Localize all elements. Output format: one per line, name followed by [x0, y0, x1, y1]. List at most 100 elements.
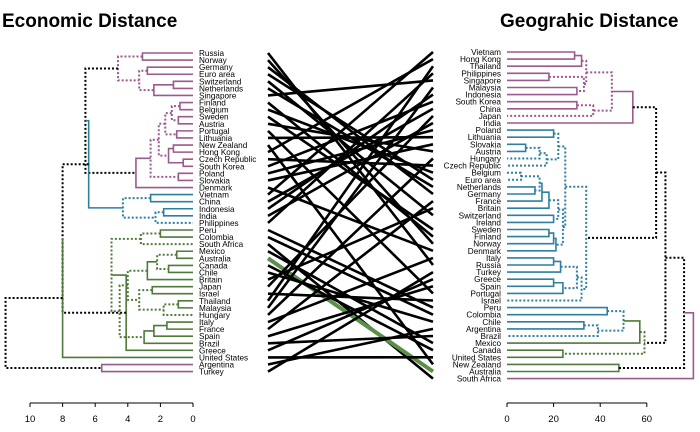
left-merge-branch	[154, 211, 193, 224]
right-merge-branch	[507, 72, 550, 82]
right-leaf-label: United States	[452, 353, 501, 362]
left-leaf-label: Germany	[199, 63, 234, 72]
right-leaf-label: Lithuania	[468, 133, 502, 142]
right-leaf-label: Netherlands	[457, 183, 501, 192]
right-merge-branch	[507, 349, 564, 359]
left-merge-branch	[177, 172, 193, 182]
right-leaf-label: Russia	[476, 261, 501, 270]
left-merge-branch	[170, 105, 180, 122]
left-merge-branch	[85, 119, 123, 209]
right-merge-branch	[507, 143, 527, 153]
right-leaf-label: Philippines	[461, 69, 501, 78]
right-merge-branch	[507, 54, 583, 67]
right-leaf-label: Italy	[486, 254, 502, 263]
right-merge-branch	[507, 276, 583, 302]
right-leaf-label: South Korea	[455, 98, 501, 107]
left-leaf-label: Indonesia	[199, 205, 235, 214]
right-merge-branch	[507, 104, 595, 117]
right-merge-branch	[548, 75, 585, 93]
right-merge-branch	[586, 106, 658, 239]
left-merge-branch	[175, 250, 193, 260]
right-leaf-label: Israel	[481, 297, 501, 306]
right-merge-branch	[507, 363, 620, 373]
left-leaf-label: Colombia	[199, 233, 234, 242]
left-merge-branch	[143, 330, 193, 345]
left-merge-branch	[151, 285, 193, 295]
left-merge-branch	[4, 296, 102, 370]
right-merge-branch	[507, 278, 555, 288]
left-merge-branch	[138, 289, 164, 311]
left-merge-branch	[175, 130, 193, 139]
connector-line	[267, 235, 434, 316]
left-merge-branch	[182, 158, 193, 168]
right-merge-branch	[507, 321, 585, 330]
left-dendrogram	[4, 52, 193, 373]
left-merge-branch	[167, 264, 193, 274]
connector-line	[267, 285, 434, 338]
right-leaf-label: Chile	[482, 318, 501, 327]
right-leaf-label: Argentina	[466, 325, 501, 334]
right-leaf-label: Denmark	[468, 247, 502, 256]
right-leaf-label: Ireland	[476, 218, 501, 227]
left-axis-tick-label: 6	[93, 414, 98, 425]
left-leaf-label: Greece	[199, 346, 226, 355]
right-leaf-label: Japan	[479, 112, 502, 121]
right-axis: 0 20 40 60	[504, 402, 652, 425]
left-axis-tick-label: 0	[190, 414, 195, 425]
left-merge-branch	[159, 229, 193, 238]
right-merge-branch	[507, 257, 555, 266]
right-merge-branch	[507, 228, 550, 238]
left-leaf-label: Chile	[199, 268, 218, 277]
right-merge-branch	[597, 310, 625, 332]
left-merge-branch	[126, 269, 148, 301]
right-merge-branch	[507, 312, 695, 380]
right-leaf-label: New Zealand	[453, 360, 502, 369]
right-merge-branch	[558, 145, 567, 229]
right-leaf-label: Hong Kong	[460, 55, 501, 64]
right-leaf-label: Canada	[472, 346, 501, 355]
left-leaf-label: Australia	[199, 254, 231, 263]
right-merge-branch	[507, 90, 634, 124]
left-merge-branch	[118, 284, 145, 339]
left-merge-branch	[146, 66, 193, 76]
right-title: Geograhic Distance	[500, 11, 678, 32]
left-merge-branch	[100, 363, 193, 373]
left-merge-branch	[162, 207, 193, 217]
left-leaf-label: Netherlands	[199, 84, 243, 93]
left-merge-branch	[157, 122, 169, 157]
connector-line	[267, 114, 434, 288]
right-leaf-label: Singapore	[464, 76, 502, 85]
right-leaf-label: Belgium	[471, 169, 501, 178]
right-merge-branch	[520, 175, 541, 192]
right-merge-branch	[507, 186, 536, 195]
connector-line	[267, 327, 434, 366]
left-merge-branch	[172, 80, 193, 90]
connector-line	[267, 93, 434, 210]
left-leaf-label: Switzerland	[199, 77, 242, 86]
left-merge-branch	[149, 193, 193, 203]
connector-line	[267, 256, 434, 324]
left-leaf-label: Poland	[199, 169, 225, 178]
right-leaf-label: Colombia	[466, 311, 501, 320]
right-leaf-label: Britain	[478, 204, 502, 213]
right-axis-tick-label: 0	[504, 414, 509, 425]
connector-line	[267, 108, 434, 174]
left-leaf-label: South Africa	[199, 240, 244, 249]
left-leaf-label: Slovakia	[199, 176, 230, 185]
right-leaf-label: Switzerland	[459, 211, 502, 220]
right-leaf-label: India	[483, 119, 501, 128]
connector-line	[267, 79, 434, 97]
left-merge-branch	[167, 147, 184, 164]
right-leaf-label: Germany	[467, 190, 502, 199]
left-leaf-label: Sweden	[199, 113, 229, 122]
left-leaf-label: Denmark	[199, 184, 233, 193]
right-merge-branch	[507, 306, 608, 316]
connector-line	[267, 157, 434, 316]
right-leaf-label: Peru	[484, 304, 502, 313]
left-leaf-label: Euro area	[199, 70, 235, 79]
connector-line	[267, 51, 434, 196]
connector-line	[266, 65, 435, 302]
right-dendrogram	[507, 51, 695, 380]
